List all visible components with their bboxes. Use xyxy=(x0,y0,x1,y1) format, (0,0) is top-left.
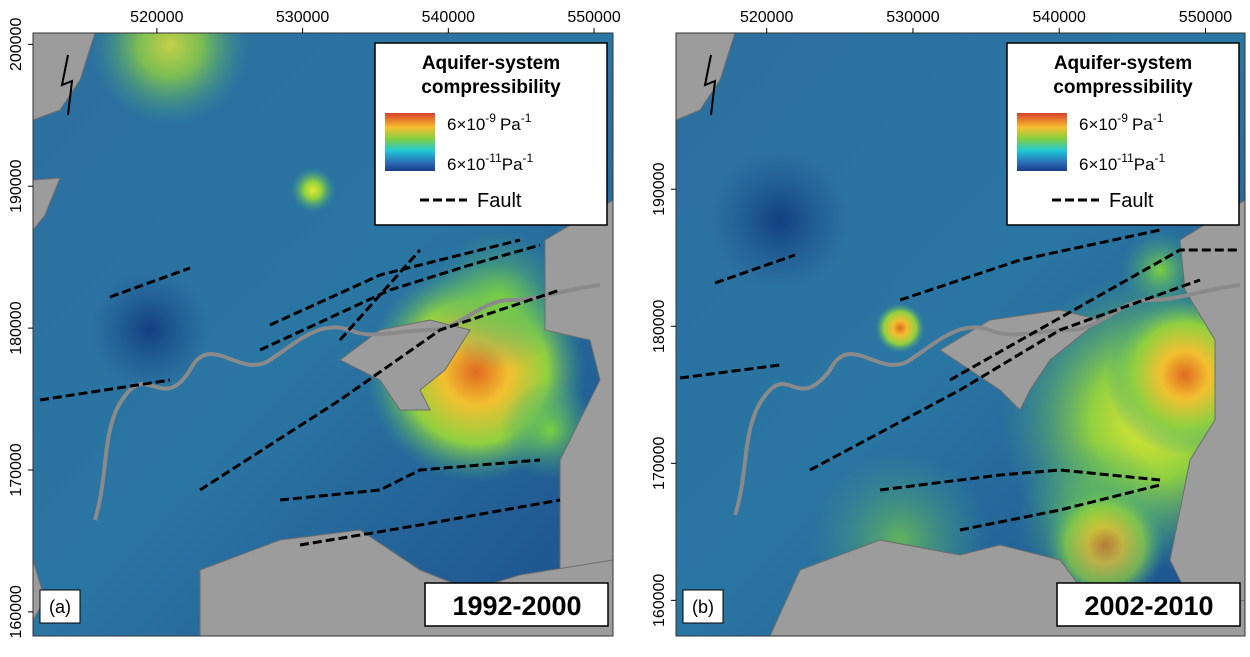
legend-base: 6×10 xyxy=(1079,155,1117,174)
x-tick-label: 550000 xyxy=(567,9,620,26)
legend-unit: Pa xyxy=(502,155,523,174)
x-tick-label: 520000 xyxy=(130,9,183,26)
period-label: 1992-2000 xyxy=(452,591,581,621)
y-tick-label: 170000 xyxy=(651,437,668,490)
y-tick-label: 160000 xyxy=(8,585,25,638)
legend-exp: -11 xyxy=(1117,151,1134,165)
color-bar xyxy=(1017,113,1067,171)
legend-unit-exp: -1 xyxy=(1153,111,1164,125)
y-tick-label: 180000 xyxy=(8,301,25,354)
legend-fault-label: Fault xyxy=(477,190,522,212)
y-tick-label: 190000 xyxy=(651,162,668,215)
legend-title: Aquifer-system xyxy=(422,53,560,74)
y-tick-label: 190000 xyxy=(8,159,25,212)
figure: 520000 530000 540000 550000 200000 190000 1800… xyxy=(0,0,1250,657)
x-tick-label: 530000 xyxy=(276,9,329,26)
y-tick-label: 180000 xyxy=(651,299,668,352)
period-label: 2002-2010 xyxy=(1084,591,1213,621)
legend-unit-exp: -1 xyxy=(521,111,532,125)
legend-unit: Pa xyxy=(1132,115,1153,134)
y-tick-label: 170000 xyxy=(8,443,25,496)
legend-title: Aquifer-system xyxy=(1054,53,1192,74)
x-tick-label: 520000 xyxy=(740,9,793,26)
legend-exp: -11 xyxy=(485,151,502,165)
legend-base: 6×10 xyxy=(447,155,485,174)
y-tick-label: 200000 xyxy=(8,18,25,71)
x-tick-label: 540000 xyxy=(422,9,475,26)
y-tick-label: 160000 xyxy=(651,574,668,627)
legend-unit-exp: -1 xyxy=(523,151,534,165)
legend-exp: -9 xyxy=(485,111,496,125)
legend-unit-exp: -1 xyxy=(1155,151,1166,165)
legend-base: 6×10 xyxy=(447,115,485,134)
x-tick-label: 530000 xyxy=(886,9,939,26)
color-bar xyxy=(385,113,435,171)
panel-label: (b) xyxy=(692,597,714,617)
x-tick-label: 550000 xyxy=(1179,9,1232,26)
legend-unit: Pa xyxy=(1134,155,1155,174)
legend-exp: -9 xyxy=(1117,111,1128,125)
x-tick-label: 540000 xyxy=(1033,9,1086,26)
legend-unit: Pa xyxy=(500,115,521,134)
legend-title: compressibility xyxy=(1053,77,1193,98)
panel-label: (a) xyxy=(49,597,71,617)
legend-title: compressibility xyxy=(421,77,561,98)
legend-base: 6×10 xyxy=(1079,115,1117,134)
legend-fault-label: Fault xyxy=(1109,190,1154,212)
